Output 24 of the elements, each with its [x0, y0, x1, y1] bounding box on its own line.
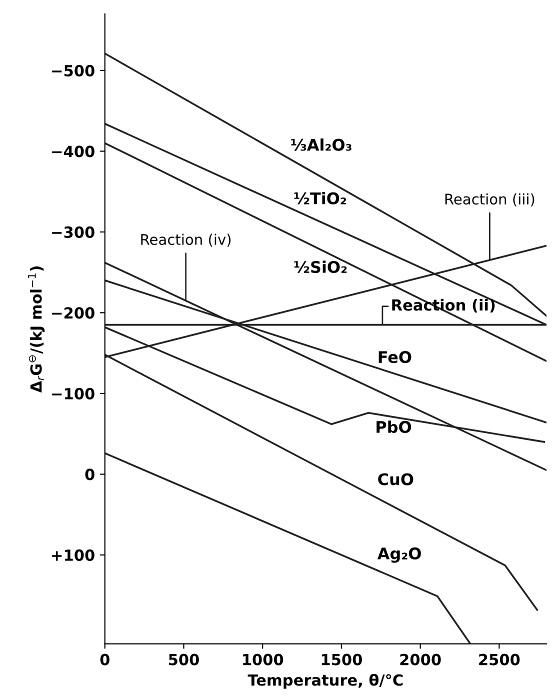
annotation: CuO: [378, 473, 414, 486]
annotation: Ag₂O: [377, 547, 421, 563]
y-tick-label: 0: [85, 468, 94, 480]
x-axis-title: Temperature, θ/°C: [248, 674, 403, 689]
annotation: FeO: [378, 351, 412, 364]
y-tick-label: +100: [52, 549, 94, 561]
x-tick-label: 1500: [322, 654, 362, 666]
y-tick-label: −300: [52, 226, 94, 238]
annotation: ½SiO₂: [294, 260, 347, 274]
y-tick-label: −200: [52, 307, 94, 319]
annotation: Reaction (iv): [141, 234, 231, 247]
x-tick-label: 0: [100, 654, 110, 666]
x-tick-label: 1000: [243, 654, 284, 666]
y-tick-label: −500: [52, 64, 94, 76]
x-tick-label: 2000: [400, 654, 441, 666]
x-tick-label: 500: [168, 654, 199, 666]
y-tick-label: −100: [52, 388, 94, 400]
x-tick-label: 2500: [479, 654, 520, 666]
y-axis-title: Δ$_{r}$G$^{⊖}$/(kJ mol$^{−1}$): [28, 266, 45, 393]
y-tick-label: −400: [52, 146, 94, 158]
annotation: Reaction (iii): [445, 193, 534, 206]
annotation: ½TiO₂: [294, 192, 346, 204]
annotation: PbO: [376, 420, 412, 434]
annotation: ⅓Al₂O₃: [291, 138, 352, 151]
